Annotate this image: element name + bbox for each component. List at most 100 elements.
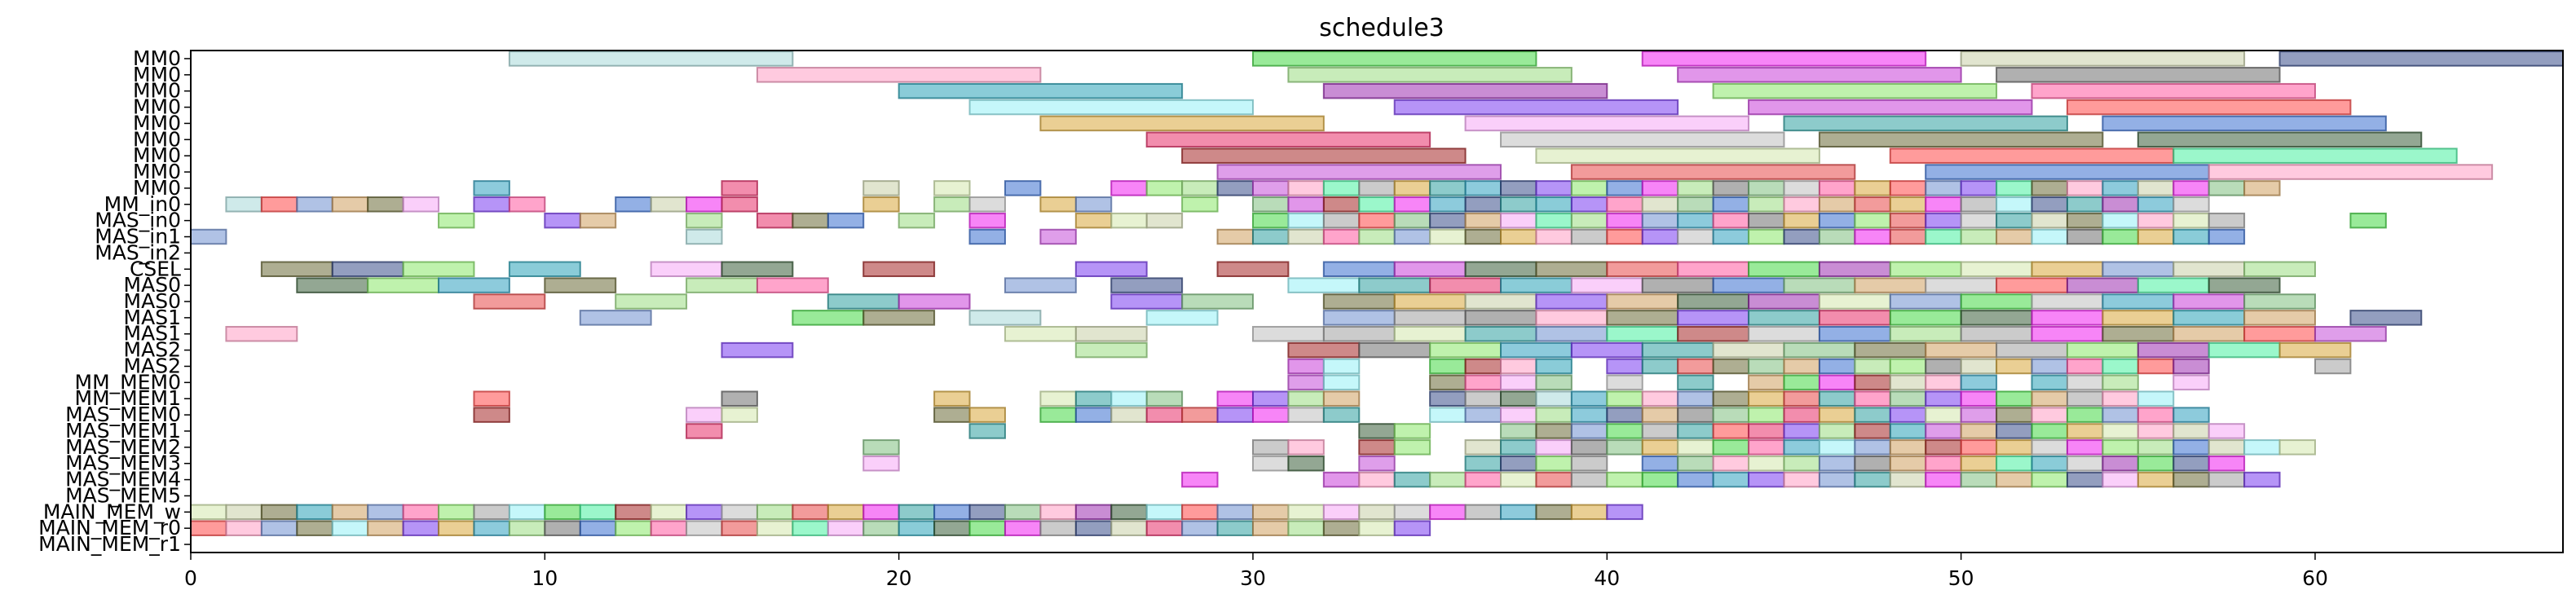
bar-590 [898,520,936,536]
bar-442 [2066,423,2104,439]
bar-153 [2137,212,2175,229]
bar-15 [1748,99,2033,116]
bar-21 [1145,131,1431,148]
bar-314 [1464,358,1502,375]
y-tick-label-7: MM0 [133,160,181,183]
bar-275 [225,325,298,342]
bar-432 [1712,423,1750,439]
bar-417 [2031,407,2068,423]
bar-6 [1287,67,1573,83]
bar-579 [508,520,546,536]
bar-84 [933,196,971,213]
bar-198 [1216,261,1290,278]
bar-120 [756,212,794,229]
bar-515 [1783,471,1820,488]
bar-124 [968,212,1006,229]
bar-158 [686,228,723,245]
bar-233 [2137,277,2210,293]
bar-308 [2137,341,2210,359]
bar-278 [1251,325,1325,342]
bar-299 [1500,341,1573,359]
bar-271 [2102,310,2175,326]
bar-97 [1535,196,1573,213]
bar-263 [1535,310,1608,326]
bar-267 [1818,310,1891,326]
bar-407 [1677,407,1714,423]
bar-409 [1748,407,1785,423]
bar-277 [1074,325,1148,342]
bar-258 [968,310,1042,326]
bar-459 [1712,439,1750,456]
bar-126 [1110,212,1148,229]
bar-476 [862,455,900,472]
bar-32 [2208,164,2494,180]
bar-247 [1748,293,1820,310]
y-tick-label-29: MAIN_MEM_r0 [38,516,181,539]
bar-497 [2102,455,2139,472]
bar-446 [2208,423,2246,439]
bar-557 [1181,504,1219,521]
bar-96 [1500,196,1537,213]
bar-400 [1429,407,1467,423]
bar-138 [1606,212,1643,229]
bar-589 [862,520,900,536]
bar-164 [1322,228,1361,245]
bar-40 [1181,180,1219,196]
bar-51 [1570,180,1608,196]
bar-246 [1677,293,1750,310]
bar-402 [1500,407,1537,423]
bar-458 [1677,439,1714,456]
bar-107 [1889,196,1927,213]
bar-593 [1003,520,1042,536]
bar-481 [1500,455,1537,472]
bar-226 [1641,277,1714,293]
bar-26 [1535,147,1820,164]
bar-119 [686,212,723,229]
bar-261 [1393,310,1467,326]
bar-225 [1570,277,1643,293]
bar-520 [1960,471,1998,488]
bar-221 [1287,277,1361,293]
bar-447 [862,439,900,456]
bar-403 [1535,407,1573,423]
bar-516 [1818,471,1856,488]
bar-523 [2066,471,2104,488]
bar-356 [933,390,971,407]
bar-125 [1074,212,1113,229]
bar-283 [1606,325,1679,342]
bar-211 [2172,261,2246,278]
bar-335 [1287,374,1325,391]
bar-231 [1996,277,2068,293]
bar-486 [1712,455,1750,472]
bar-582 [615,520,652,536]
bar-109 [1960,196,1998,213]
bar-206 [1818,261,1891,278]
bar-250 [1960,293,2033,310]
bar-179 [1854,228,1891,245]
bar-436 [1854,423,1891,439]
bar-491 [1889,455,1927,472]
bar-146 [1889,212,1927,229]
bar-558 [1216,504,1254,521]
bar-600 [1251,520,1290,536]
bar-157 [190,228,227,245]
bar-256 [792,310,865,326]
bar-373 [1712,390,1750,407]
bar-310 [2278,341,2352,359]
y-tick-label-28: MAIN_MEM_w [43,500,181,523]
bar-567 [1535,504,1573,521]
bar-329 [2031,358,2068,375]
bar-238 [898,293,971,310]
y-axis: MM0MM0MM0MM0MM0MM0MM0MM0MM0MM_in0MAS_in0… [38,46,191,556]
bar-39 [1145,180,1184,196]
bar-495 [2031,455,2068,472]
bar-416 [1996,407,2033,423]
bar-513 [1712,471,1750,488]
bar-191 [331,261,404,278]
bar-332 [2137,358,2175,375]
bar-123 [898,212,936,229]
bar-477 [1251,455,1290,472]
bar-253 [2172,293,2246,310]
bar-239 [1110,293,1184,310]
bar-7 [1677,67,1962,83]
